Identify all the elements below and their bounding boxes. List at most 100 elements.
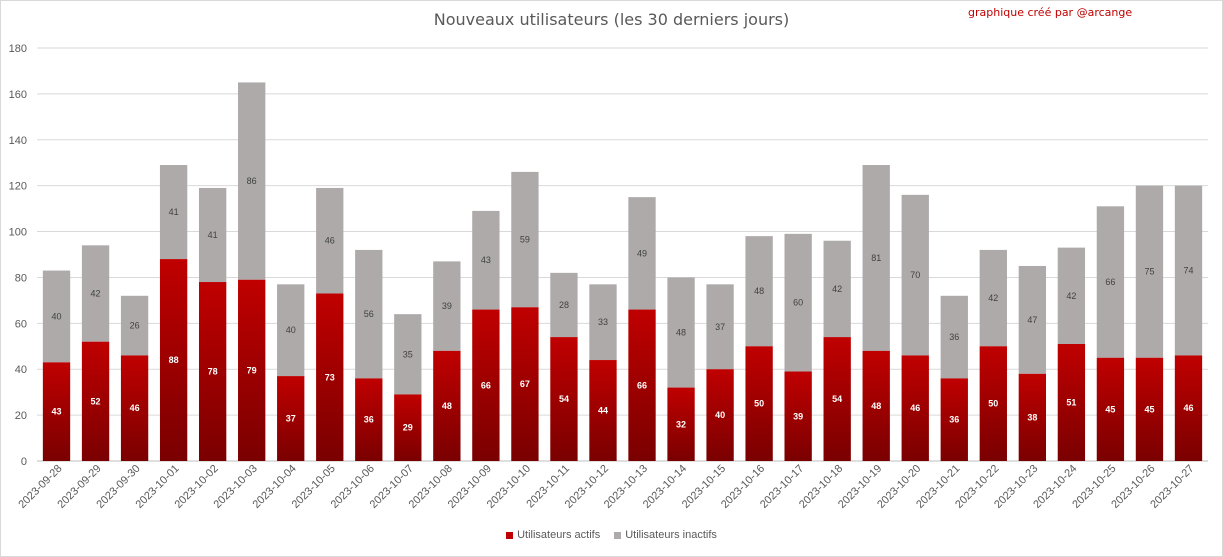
data-label-active: 32 — [676, 419, 686, 429]
data-label-inactive: 66 — [1105, 277, 1115, 287]
bar-active — [901, 355, 929, 461]
bar-inactive — [589, 284, 617, 361]
data-label-active: 36 — [364, 415, 374, 425]
bar-inactive — [940, 295, 968, 379]
bar-active — [511, 307, 539, 461]
data-label-inactive: 81 — [871, 253, 881, 263]
data-label-inactive: 47 — [1027, 315, 1037, 325]
data-label-inactive: 42 — [988, 293, 998, 303]
bar-inactive — [277, 284, 305, 377]
data-label-active: 52 — [91, 396, 101, 406]
data-label-active: 45 — [1144, 404, 1154, 414]
data-label-inactive: 74 — [1183, 266, 1193, 276]
data-label-active: 38 — [1027, 412, 1037, 422]
data-label-active: 73 — [325, 372, 335, 382]
bar-active — [550, 337, 578, 461]
bar-active — [472, 309, 500, 461]
y-tick-label: 60 — [15, 318, 27, 330]
bar-active — [979, 346, 1007, 461]
bar-inactive — [706, 284, 734, 370]
bar-inactive — [745, 236, 773, 347]
bar-inactive — [550, 272, 578, 338]
y-tick-label: 140 — [9, 135, 27, 147]
y-tick-label: 0 — [21, 456, 27, 468]
data-label-inactive: 60 — [793, 298, 803, 308]
bar-inactive — [1018, 265, 1047, 374]
data-label-inactive: 26 — [130, 321, 140, 331]
data-label-inactive: 41 — [208, 230, 218, 240]
data-label-inactive: 40 — [286, 325, 296, 335]
data-label-active: 36 — [949, 415, 959, 425]
data-label-active: 48 — [871, 401, 881, 411]
bar-inactive — [238, 82, 266, 280]
legend-item-active: Utilisateurs actifs — [506, 529, 600, 541]
bar-inactive — [511, 171, 539, 308]
data-label-inactive: 75 — [1144, 267, 1154, 277]
bar-active — [1018, 373, 1047, 461]
bar-inactive — [901, 194, 929, 356]
credit-text: graphique créé par @arcange — [968, 6, 1133, 19]
data-label-inactive: 42 — [91, 289, 101, 299]
bar-active — [159, 259, 188, 461]
data-label-inactive: 40 — [52, 311, 62, 321]
bar-active — [823, 337, 851, 461]
bar-active — [940, 378, 968, 461]
bar-inactive — [81, 245, 110, 342]
data-label-active: 51 — [1066, 397, 1076, 407]
bar-active — [355, 378, 383, 461]
data-label-active: 37 — [286, 414, 296, 424]
chart-title: Nouveaux utilisateurs (les 30 derniers j… — [433, 10, 790, 29]
bar-active — [1135, 357, 1164, 461]
data-label-inactive: 43 — [481, 255, 491, 265]
bar-inactive — [316, 187, 344, 294]
bar-inactive — [433, 261, 461, 351]
data-label-active: 54 — [559, 394, 569, 404]
bar-inactive — [355, 249, 383, 379]
bar-active — [667, 387, 695, 461]
bar-inactive — [1174, 185, 1203, 356]
bar-active — [745, 346, 773, 461]
data-label-active: 45 — [1105, 404, 1115, 414]
data-label-active: 46 — [130, 403, 140, 413]
data-label-inactive: 35 — [403, 349, 413, 359]
bar-active — [198, 282, 227, 461]
bar-active — [862, 350, 890, 461]
data-label-active: 43 — [52, 407, 62, 417]
bar-active — [784, 371, 812, 461]
data-label-active: 48 — [442, 401, 452, 411]
y-tick-label: 40 — [15, 364, 27, 376]
bar-active — [1174, 355, 1203, 461]
y-tick-label: 120 — [9, 181, 27, 193]
data-label-active: 88 — [169, 355, 179, 365]
data-label-active: 44 — [598, 406, 608, 416]
data-label-active: 66 — [637, 380, 647, 390]
bar-inactive — [42, 270, 71, 363]
data-label-inactive: 86 — [247, 176, 257, 186]
y-tick-label: 180 — [9, 43, 27, 55]
legend-item-inactive: Utilisateurs inactifs — [614, 529, 717, 541]
data-label-active: 50 — [754, 399, 764, 409]
data-label-active: 78 — [208, 367, 218, 377]
data-label-inactive: 41 — [169, 207, 179, 217]
bar-inactive — [1096, 206, 1125, 358]
bar-active — [120, 355, 149, 461]
data-label-inactive: 28 — [559, 300, 569, 310]
data-label-active: 39 — [793, 411, 803, 421]
data-label-active: 50 — [988, 399, 998, 409]
bar-inactive — [1057, 247, 1086, 344]
legend-label-active: Utilisateurs actifs — [517, 529, 601, 541]
bar-inactive — [823, 240, 851, 338]
bar-active — [589, 360, 617, 461]
bar-active — [394, 394, 422, 461]
data-label-inactive: 46 — [325, 236, 335, 246]
data-label-inactive: 59 — [520, 235, 530, 245]
data-label-inactive: 33 — [598, 317, 608, 327]
data-label-inactive: 42 — [832, 284, 842, 294]
bar-active — [238, 279, 266, 461]
bar-active — [1096, 357, 1125, 461]
legend-label-inactive: Utilisateurs inactifs — [625, 529, 717, 541]
bar-inactive — [198, 187, 227, 283]
data-label-active: 29 — [403, 423, 413, 433]
bar-inactive — [472, 210, 500, 310]
